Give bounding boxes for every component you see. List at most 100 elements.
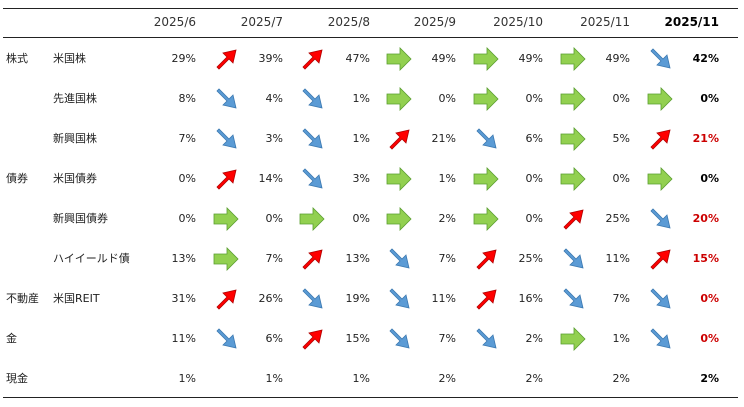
value-cell: 0% [525, 92, 543, 105]
final-column-header: 2025/11 [664, 15, 719, 29]
arrow-down-icon [472, 327, 500, 351]
row-category: 不動産 [6, 292, 39, 305]
arrow-up-icon [212, 47, 240, 71]
arrow-flat-icon [559, 167, 587, 191]
arrow-flat-icon [472, 207, 500, 231]
value-cell: 19% [345, 292, 370, 305]
arrow-down-icon [646, 207, 674, 231]
arrow-flat-icon [385, 87, 413, 111]
value-cell: 4% [265, 92, 283, 105]
value-cell: 1% [352, 372, 370, 385]
arrow-down-icon [212, 87, 240, 111]
final-value: 0% [700, 172, 719, 185]
arrow-down-icon [385, 287, 413, 311]
arrow-up-icon [385, 127, 413, 151]
arrow-down-icon [472, 127, 500, 151]
arrow-down-icon [212, 327, 240, 351]
value-cell: 49% [518, 52, 543, 65]
arrow-flat-icon [472, 167, 500, 191]
arrow-down-icon [298, 167, 326, 191]
value-cell: 1% [178, 372, 196, 385]
value-cell: 0% [438, 92, 456, 105]
arrow-up-icon [472, 247, 500, 271]
arrow-down-icon [298, 287, 326, 311]
value-cell: 29% [171, 52, 196, 65]
final-value: 15% [692, 252, 719, 265]
arrow-flat-icon [385, 207, 413, 231]
column-header: 2025/11 [580, 15, 630, 29]
value-cell: 11% [431, 292, 456, 305]
value-cell: 7% [265, 252, 283, 265]
arrow-flat-icon [472, 47, 500, 71]
arrow-up-icon [646, 127, 674, 151]
arrow-down-icon [212, 127, 240, 151]
value-cell: 1% [438, 172, 456, 185]
arrow-down-icon [646, 287, 674, 311]
value-cell: 11% [171, 332, 196, 345]
row-category: 債券 [6, 172, 28, 185]
arrow-down-icon [646, 327, 674, 351]
value-cell: 0% [612, 172, 630, 185]
final-value: 0% [700, 292, 719, 305]
arrow-flat-icon [646, 87, 674, 111]
value-cell: 39% [258, 52, 283, 65]
arrow-up-icon [212, 167, 240, 191]
arrow-up-icon [646, 247, 674, 271]
final-value: 20% [692, 212, 719, 225]
final-value: 0% [700, 92, 719, 105]
value-cell: 1% [612, 332, 630, 345]
value-cell: 8% [178, 92, 196, 105]
row-category: 現金 [6, 372, 28, 385]
final-value: 42% [692, 52, 719, 65]
value-cell: 3% [265, 132, 283, 145]
bottom-border [3, 397, 738, 398]
value-cell: 47% [345, 52, 370, 65]
value-cell: 5% [612, 132, 630, 145]
value-cell: 7% [438, 332, 456, 345]
arrow-flat-icon [559, 87, 587, 111]
value-cell: 7% [612, 292, 630, 305]
arrow-down-icon [646, 47, 674, 71]
arrow-up-icon [298, 247, 326, 271]
value-cell: 0% [525, 212, 543, 225]
arrow-down-icon [559, 247, 587, 271]
row-name: 米国株 [53, 52, 86, 65]
value-cell: 14% [258, 172, 283, 185]
value-cell: 7% [438, 252, 456, 265]
value-cell: 16% [518, 292, 543, 305]
row-name: ハイイールド債 [53, 252, 130, 265]
arrow-flat-icon [385, 167, 413, 191]
arrow-down-icon [385, 327, 413, 351]
arrow-down-icon [298, 127, 326, 151]
arrow-down-icon [385, 247, 413, 271]
value-cell: 0% [352, 212, 370, 225]
arrow-down-icon [298, 87, 326, 111]
row-name: 新興国債券 [53, 212, 108, 225]
value-cell: 0% [612, 92, 630, 105]
final-value: 2% [700, 372, 719, 385]
value-cell: 1% [352, 132, 370, 145]
column-header: 2025/9 [413, 15, 456, 29]
value-cell: 49% [605, 52, 630, 65]
row-name: 米国債券 [53, 172, 97, 185]
row-name: 新興国株 [53, 132, 97, 145]
arrow-flat-icon [646, 167, 674, 191]
arrow-up-icon [472, 287, 500, 311]
final-value: 21% [692, 132, 719, 145]
value-cell: 3% [352, 172, 370, 185]
value-cell: 0% [178, 172, 196, 185]
arrow-up-icon [212, 287, 240, 311]
arrow-flat-icon [385, 47, 413, 71]
value-cell: 25% [518, 252, 543, 265]
value-cell: 13% [171, 252, 196, 265]
value-cell: 7% [178, 132, 196, 145]
arrow-up-icon [298, 327, 326, 351]
final-value: 0% [700, 332, 719, 345]
column-header: 2025/7 [240, 15, 283, 29]
value-cell: 6% [525, 132, 543, 145]
value-cell: 26% [258, 292, 283, 305]
value-cell: 1% [352, 92, 370, 105]
row-category: 金 [6, 332, 17, 345]
column-header: 2025/8 [327, 15, 370, 29]
arrow-flat-icon [212, 207, 240, 231]
